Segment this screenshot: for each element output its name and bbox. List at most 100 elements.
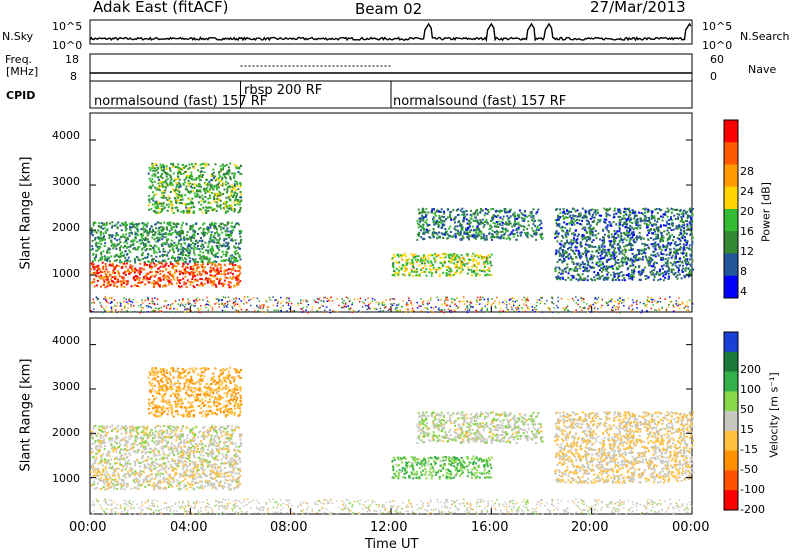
velocity-echo-cell — [220, 462, 223, 465]
power-echo-cell — [213, 200, 216, 203]
velocity-echo-cell — [234, 402, 236, 405]
velocity-echo-cell — [230, 392, 233, 395]
power-echo-cell — [191, 183, 194, 186]
power-echo-cell — [237, 278, 240, 280]
power-echo-cell — [146, 234, 149, 237]
power-echo-cell — [432, 228, 435, 230]
power-echo-cell — [97, 259, 100, 262]
power-echo-cell — [163, 185, 166, 188]
velocity-echo-cell — [467, 456, 469, 459]
power-echo-cell — [175, 194, 178, 197]
power-echo-cell — [202, 263, 204, 266]
power-echo-cell — [189, 283, 192, 286]
velocity-echo-cell — [184, 406, 186, 409]
velocity-echo-cell — [151, 368, 154, 371]
power-echo-cell — [225, 204, 228, 207]
velocity-echo-cell — [402, 476, 405, 479]
power-echo-cell — [144, 228, 147, 231]
power-echo-cell — [128, 232, 131, 235]
velocity-echo-cell — [99, 435, 102, 438]
power-echo-cell — [234, 172, 237, 175]
velocity-echo-cell — [102, 440, 104, 443]
velocity-echo-cell — [228, 470, 230, 473]
power-echo-cell — [183, 181, 186, 184]
power-echo-cell — [442, 271, 445, 274]
power-echo-cell — [167, 173, 170, 176]
power-echo-cell — [177, 280, 180, 283]
power-echo-cell — [219, 192, 222, 194]
power-echo-cell — [176, 244, 179, 247]
power-echo-cell — [157, 233, 160, 236]
power-echo-cell — [159, 261, 162, 264]
velocity-echo-cell — [199, 475, 202, 478]
power-echo-cell — [124, 260, 126, 263]
velocity-echo-cell — [143, 467, 146, 470]
power-echo-cell — [91, 245, 94, 248]
power-echo-cell — [103, 276, 106, 279]
velocity-echo-cell — [197, 463, 199, 466]
velocity-echo-cell — [239, 386, 242, 389]
power-echo-cell — [202, 188, 205, 191]
power-echo-cell — [207, 201, 210, 204]
velocity-echo-cell — [117, 483, 120, 485]
power-echo-cell — [235, 195, 238, 198]
power-echo-cell — [473, 265, 476, 267]
power-echo-cell — [154, 205, 157, 208]
power-echo-cell — [165, 268, 168, 271]
power-echo-cell — [223, 201, 226, 204]
velocity-echo-cell — [186, 434, 189, 437]
power-echo-cell — [124, 245, 126, 247]
velocity-echo-cell — [202, 367, 205, 370]
power-echo-cell — [240, 172, 243, 175]
power-echo-cell — [183, 235, 186, 238]
velocity-echo-cell — [234, 376, 237, 379]
velocity-echo-cell — [171, 410, 174, 413]
velocity-echo-cell — [139, 484, 142, 487]
velocity-echo-cell — [149, 478, 152, 481]
power-echo-cell — [185, 206, 188, 209]
velocity-echo-cell — [221, 388, 224, 391]
velocity-echo-cell — [92, 425, 95, 428]
power-echo-cell — [163, 221, 166, 224]
velocity-echo-cell — [136, 437, 139, 440]
velocity-echo-cell — [145, 476, 148, 479]
velocity-echo-cell — [138, 442, 141, 445]
power-echo-cell — [391, 264, 394, 267]
velocity-echo-cell — [462, 466, 465, 469]
velocity-echo-cell — [226, 392, 229, 395]
power-echo-cell — [154, 163, 157, 165]
velocity-echo-cell — [239, 404, 242, 407]
velocity-echo-cell — [187, 379, 190, 382]
power-echo-cell — [436, 254, 439, 257]
power-echo-cell — [428, 271, 431, 274]
velocity-echo-cell — [124, 448, 126, 450]
velocity-echo-cell — [195, 425, 198, 428]
velocity-echo-cell — [231, 391, 234, 394]
velocity-echo-cell — [210, 477, 213, 480]
velocity-echo-cell — [157, 432, 160, 435]
power-echo-cell — [171, 204, 173, 207]
power-echo-cell — [210, 186, 213, 189]
velocity-echo-cell — [183, 385, 186, 388]
velocity-echo-cell — [153, 398, 156, 401]
power-echo-cell — [151, 167, 154, 169]
power-echo-cell — [410, 268, 413, 271]
power-echo-cell — [101, 257, 104, 260]
power-echo-cell — [161, 184, 164, 186]
velocity-echo-cell — [400, 457, 403, 460]
power-echo-cell — [204, 271, 207, 274]
power-echo-cell — [171, 232, 174, 235]
velocity-echo-cell — [165, 386, 168, 389]
velocity-echo-cell — [234, 401, 237, 404]
velocity-echo-cell — [160, 377, 163, 380]
power-echo-cell — [179, 196, 182, 199]
velocity-echo-cell — [218, 436, 221, 439]
power-echo-cell — [154, 223, 157, 226]
velocity-echo-cell — [229, 366, 232, 369]
velocity-echo-cell — [227, 437, 230, 439]
velocity-echo-cell — [106, 480, 109, 483]
velocity-echo-cell — [209, 400, 212, 403]
power-echo-cell — [164, 189, 167, 192]
power-echo-cell — [443, 252, 445, 255]
velocity-echo-cell — [161, 438, 164, 441]
